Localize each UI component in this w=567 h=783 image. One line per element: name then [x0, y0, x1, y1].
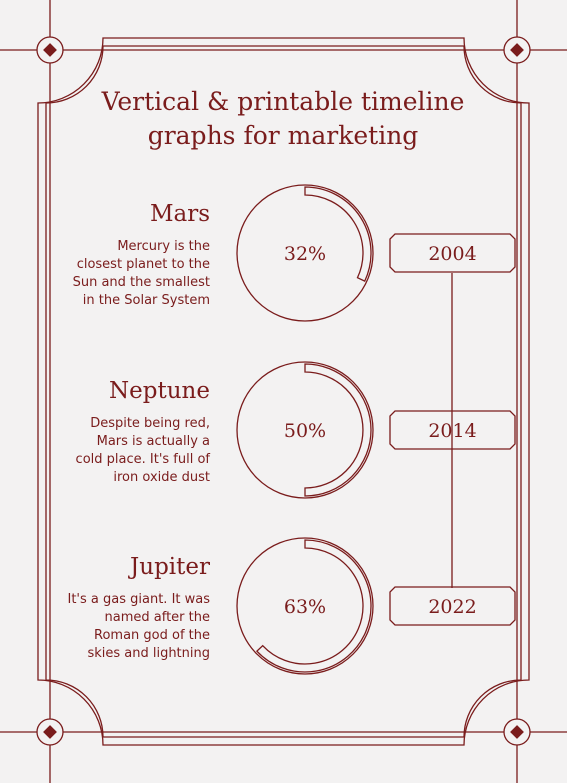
item-title: Mars	[150, 201, 210, 227]
item-description: closest planet to the	[77, 257, 210, 272]
item-description: in the Solar System	[83, 293, 210, 308]
progress-arc	[255, 539, 372, 673]
title-line: Vertical & printable timeline	[101, 87, 465, 116]
item-title: Neptune	[109, 378, 210, 404]
progress-circle	[236, 537, 374, 675]
percent-label: 32%	[284, 243, 326, 265]
item-title: Jupiter	[128, 554, 210, 580]
progress-circle	[236, 361, 374, 499]
ornament-diamond	[43, 43, 57, 57]
percent-label: 50%	[284, 420, 326, 442]
progress-arc	[304, 186, 372, 282]
year-box	[389, 410, 516, 450]
year-label: 2014	[428, 420, 476, 442]
item-description: named after the	[105, 610, 210, 625]
item-description: skies and lightning	[87, 646, 210, 661]
progress-circle	[236, 184, 374, 322]
item-description: Mars is actually a	[97, 434, 210, 449]
year-label: 2004	[428, 243, 476, 265]
year-label: 2022	[428, 596, 476, 618]
item-description: iron oxide dust	[113, 470, 210, 485]
year-box	[389, 233, 516, 273]
title-line: graphs for marketing	[148, 121, 419, 150]
item-description: Despite being red,	[90, 416, 210, 431]
timeline: Mars Mercury is the closest planet to the S…	[68, 184, 516, 675]
ornament-diamond	[510, 725, 524, 739]
item-description: Sun and the smallest	[73, 275, 210, 290]
item-description: It's a gas giant. It was	[68, 592, 211, 607]
ornament-diamond	[510, 43, 524, 57]
progress-arc	[304, 363, 372, 497]
year-box	[389, 586, 516, 626]
item-description: Mercury is the	[117, 239, 210, 254]
ornament-diamond	[43, 725, 57, 739]
item-description: cold place. It's full of	[76, 452, 211, 467]
item-description: Roman god of the	[94, 628, 210, 643]
percent-label: 63%	[284, 596, 326, 618]
